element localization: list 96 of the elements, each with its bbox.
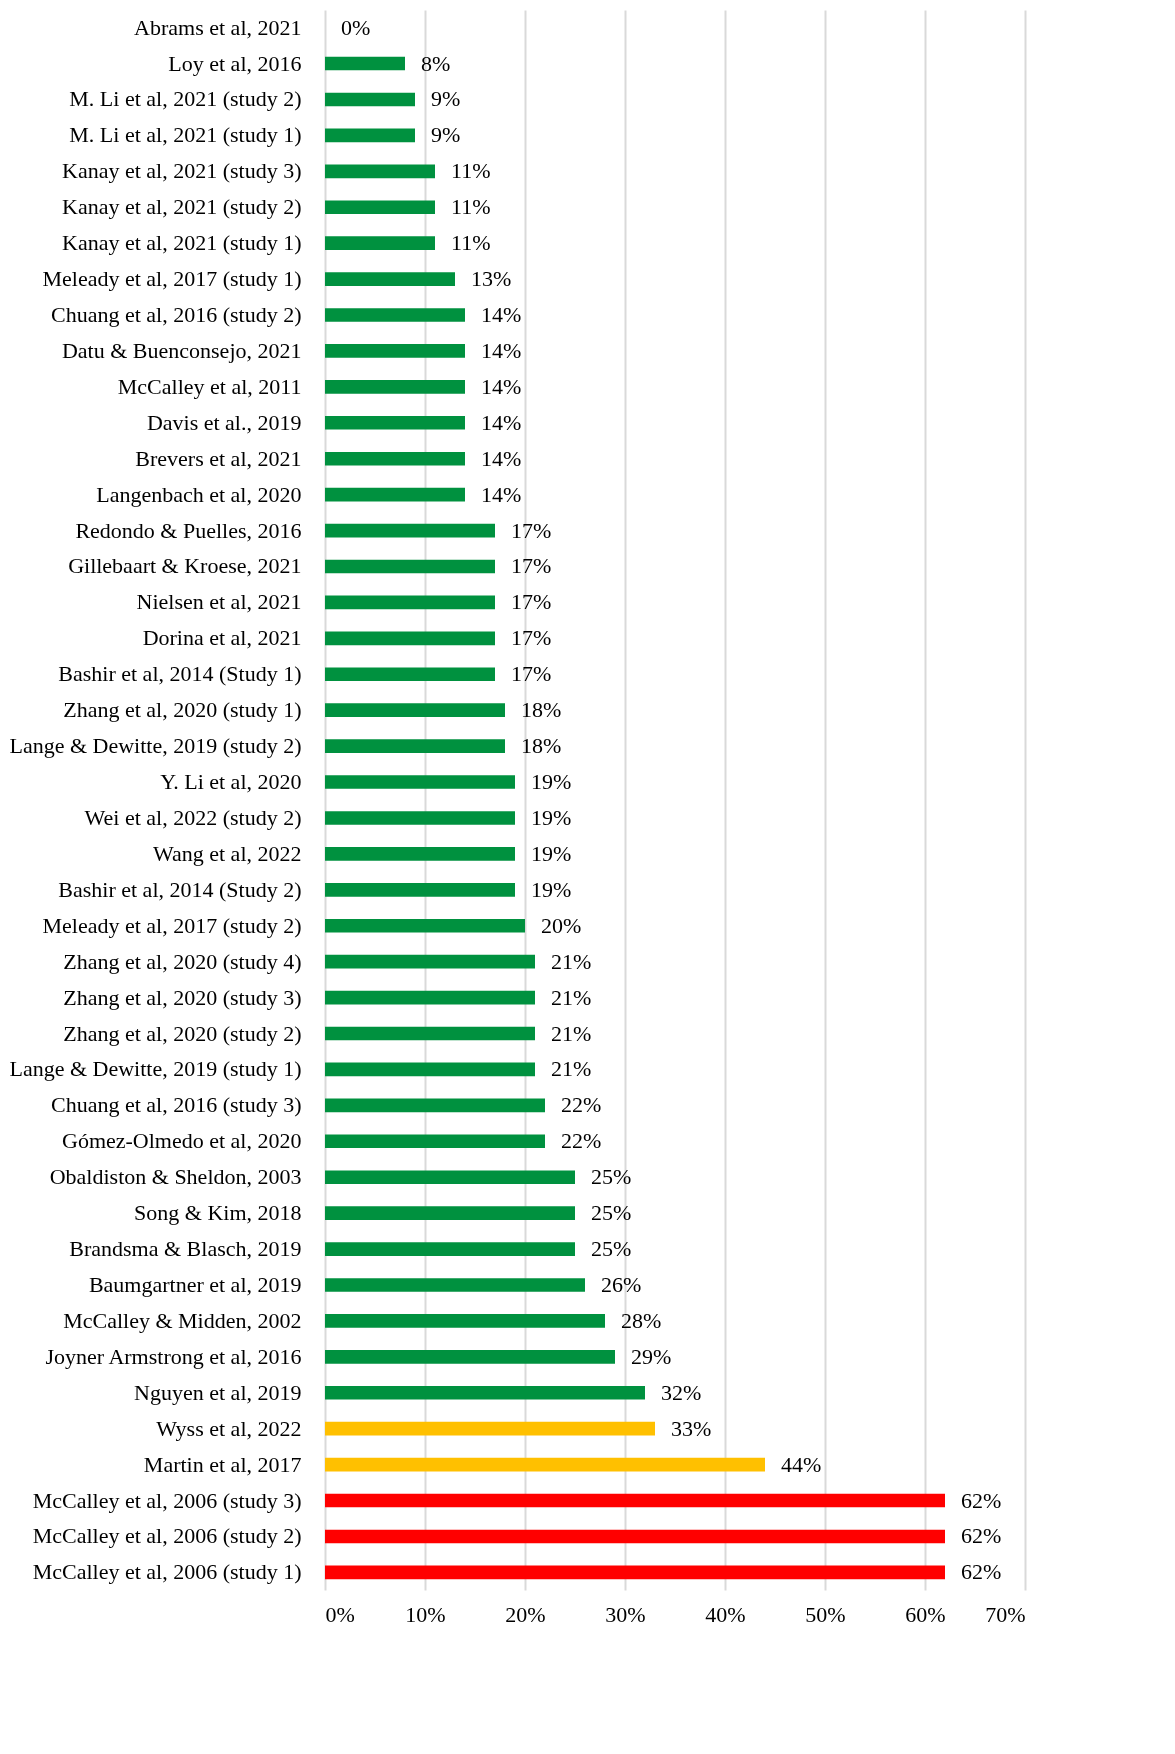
- y-tick-label: Obaldiston & Sheldon, 2003: [49, 1164, 302, 1190]
- data-label: 17%: [511, 625, 552, 651]
- x-tick-label: 70%: [985, 1601, 1026, 1627]
- y-tick-label: McCalley et al, 2006 (study 2): [32, 1523, 302, 1549]
- y-tick-label: Abrams et al, 2021: [134, 14, 302, 40]
- data-label: 33%: [671, 1415, 712, 1441]
- data-label: 22%: [561, 1092, 602, 1118]
- data-label: 28%: [621, 1307, 662, 1333]
- y-tick-label: Chuang et al, 2016 (study 3): [50, 1092, 302, 1118]
- y-tick-label: Wyss et al, 2022: [156, 1415, 302, 1441]
- y-tick-label: Wei et al, 2022 (study 2): [84, 804, 302, 830]
- data-label: 9%: [431, 122, 461, 148]
- y-tick-label: Chuang et al, 2016 (study 2): [50, 302, 302, 328]
- x-tick-label: 10%: [405, 1601, 446, 1627]
- data-label: 14%: [481, 337, 522, 363]
- y-tick-label: Gillebaart & Kroese, 2021: [68, 553, 302, 579]
- y-tick-label: Bashir et al, 2014 (Study 2): [58, 876, 302, 902]
- y-tick-label: Kanay et al, 2021 (study 1): [62, 230, 302, 256]
- data-label: 29%: [631, 1343, 672, 1369]
- y-tick-label: McCalley & Midden, 2002: [63, 1307, 302, 1333]
- y-tick-label: Meleady et al, 2017 (study 1): [42, 266, 302, 292]
- x-tick-label: 30%: [605, 1601, 646, 1627]
- data-label: 11%: [451, 158, 491, 184]
- x-tick-label: 40%: [705, 1601, 746, 1627]
- data-label: 11%: [451, 194, 491, 220]
- y-tick-label: Davis et al., 2019: [146, 409, 302, 435]
- y-tick-label: Langenbach et al, 2020: [96, 481, 302, 507]
- data-label: 25%: [591, 1164, 632, 1190]
- y-tick-label: McCalley et al, 2006 (study 1): [32, 1559, 302, 1585]
- data-label: 17%: [511, 661, 552, 687]
- y-tick-label: McCalley et al, 2006 (study 3): [32, 1487, 302, 1513]
- data-label: 17%: [511, 589, 552, 615]
- y-tick-label: Zhang et al, 2020 (study 4): [63, 948, 302, 974]
- y-tick-label: Baumgartner et al, 2019: [88, 1271, 302, 1297]
- data-label: 11%: [451, 230, 491, 256]
- x-tick-label: 50%: [805, 1601, 846, 1627]
- data-label: 21%: [551, 1056, 592, 1082]
- y-tick-label: Zhang et al, 2020 (study 1): [63, 697, 302, 723]
- y-tick-label: M. Li et al, 2021 (study 1): [69, 122, 302, 148]
- data-label: 32%: [661, 1379, 702, 1405]
- data-label: 14%: [481, 481, 522, 507]
- data-label: 25%: [591, 1200, 632, 1226]
- data-label: 44%: [781, 1451, 822, 1477]
- y-tick-label: Redondo & Puelles, 2016: [75, 517, 302, 543]
- y-tick-label: Kanay et al, 2021 (study 3): [62, 158, 302, 184]
- y-tick-label: Martin et al, 2017: [143, 1451, 302, 1477]
- y-tick-label: Brevers et al, 2021: [135, 445, 302, 471]
- data-label: 17%: [511, 553, 552, 579]
- y-tick-label: M. Li et al, 2021 (study 2): [69, 86, 302, 112]
- data-label: 62%: [961, 1523, 1002, 1549]
- y-tick-label: Wang et al, 2022: [152, 840, 302, 866]
- y-tick-label: Dorina et al, 2021: [142, 625, 302, 651]
- x-tick-label: 60%: [905, 1601, 946, 1627]
- data-label: 14%: [481, 445, 522, 471]
- data-label: 0%: [341, 14, 371, 40]
- data-label: 22%: [561, 1128, 602, 1154]
- data-label: 14%: [481, 302, 522, 328]
- data-label: 21%: [551, 984, 592, 1010]
- data-label: 18%: [521, 733, 562, 759]
- y-tick-label: Datu & Buenconsejo, 2021: [61, 337, 302, 363]
- data-label: 8%: [421, 50, 451, 76]
- y-tick-label: Song & Kim, 2018: [134, 1200, 302, 1226]
- data-label: 13%: [471, 266, 512, 292]
- y-tick-label: Joyner Armstrong et al, 2016: [45, 1343, 302, 1369]
- y-tick-label: Kanay et al, 2021 (study 2): [62, 194, 302, 220]
- data-label: 25%: [591, 1236, 632, 1262]
- data-label: 62%: [961, 1487, 1002, 1513]
- data-label: 20%: [541, 912, 582, 938]
- data-label: 18%: [521, 697, 562, 723]
- x-tick-label: 20%: [505, 1601, 546, 1627]
- y-tick-label: Gómez-Olmedo et al, 2020: [62, 1128, 302, 1154]
- data-label: 21%: [551, 948, 592, 974]
- data-label: 21%: [551, 1020, 592, 1046]
- y-tick-label: McCalley et al, 2011: [117, 373, 302, 399]
- x-tick-label: 0%: [325, 1601, 355, 1627]
- data-label: 19%: [531, 840, 572, 866]
- y-tick-label: Brandsma & Blasch, 2019: [69, 1236, 302, 1262]
- data-label: 14%: [481, 409, 522, 435]
- y-tick-label: Zhang et al, 2020 (study 2): [63, 1020, 302, 1046]
- y-tick-label: Nielsen et al, 2021: [136, 589, 302, 615]
- y-tick-label: Meleady et al, 2017 (study 2): [42, 912, 302, 938]
- y-tick-label: Zhang et al, 2020 (study 3): [63, 984, 302, 1010]
- data-label: 19%: [531, 804, 572, 830]
- data-label: 17%: [511, 517, 552, 543]
- data-label: 9%: [431, 86, 461, 112]
- y-tick-label: Bashir et al, 2014 (Study 1): [58, 661, 302, 687]
- y-tick-label: Nguyen et al, 2019: [134, 1379, 302, 1405]
- data-label: 19%: [531, 876, 572, 902]
- data-label: 62%: [961, 1559, 1002, 1585]
- y-tick-label: Y. Li et al, 2020: [160, 769, 302, 795]
- data-label: 26%: [601, 1271, 642, 1297]
- data-label: 19%: [531, 769, 572, 795]
- y-tick-label: Lange & Dewitte, 2019 (study 2): [9, 733, 302, 759]
- y-tick-label: Lange & Dewitte, 2019 (study 1): [9, 1056, 302, 1082]
- y-tick-label: Loy et al, 2016: [168, 50, 302, 76]
- data-label: 14%: [481, 373, 522, 399]
